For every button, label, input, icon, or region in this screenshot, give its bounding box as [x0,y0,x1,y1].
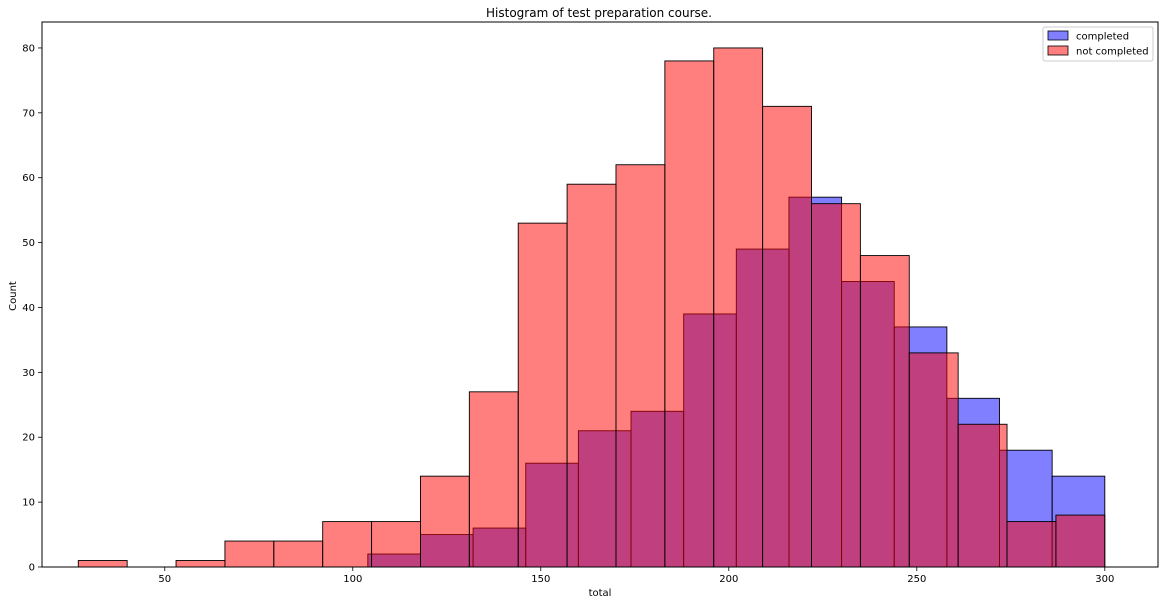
bar-not-completed-15 [811,203,861,568]
bar-not-completed-8 [468,391,519,568]
y-tick-label-80: 80 [22,43,35,54]
y-axis: 0 10 20 30 40 50 60 70 80 [22,43,42,574]
y-axis-label: Count [8,281,19,311]
bars-layer [77,47,1106,568]
bar-not-completed-3 [224,540,275,568]
x-tick-label-200: 200 [719,574,738,585]
legend: completed not completed [1042,26,1154,62]
bar-not-completed-6 [371,521,421,568]
x-tick-label-250: 250 [907,574,926,585]
bar-not-completed-20 [1055,514,1106,568]
legend-swatch-not-completed [1047,45,1069,56]
x-tick-label-300: 300 [1095,574,1114,585]
legend-label-not-completed: not completed [1076,47,1149,58]
series-not-completed [77,47,1106,568]
x-tick-label-150: 150 [531,574,550,585]
bar-not-completed-4 [273,540,324,568]
bar-not-completed-5 [322,521,373,568]
x-axis: 50 100 150 200 250 300 [158,567,1114,585]
bar-not-completed-13 [713,47,764,568]
y-tick-label-0: 0 [29,563,35,574]
y-tick-label-10: 10 [22,498,35,509]
legend-swatch-completed [1047,30,1069,41]
bar-not-completed-14 [762,105,812,568]
legend-label-completed: completed [1076,32,1129,43]
bar-not-completed-18 [957,423,1008,568]
bar-not-completed-19 [1006,521,1057,568]
legend-box [1042,26,1154,62]
bar-not-completed-2 [175,560,226,568]
bar-not-completed-17 [908,352,959,568]
bar-not-completed-12 [664,60,715,568]
bar-not-completed-7 [420,475,470,568]
y-tick-label-70: 70 [22,108,35,119]
y-tick-label-60: 60 [22,173,35,184]
y-tick-label-20: 20 [22,433,35,444]
bar-not-completed-16 [859,255,910,568]
x-axis-label: total [589,588,612,599]
bar-not-completed-0 [77,560,128,568]
bar-not-completed-11 [615,164,666,568]
y-tick-label-40: 40 [22,303,35,314]
chart-title: Histogram of test preparation course. [486,6,712,20]
bar-not-completed-10 [566,183,617,568]
x-tick-label-100: 100 [343,574,362,585]
plot-frame [41,21,1159,568]
y-tick-label-30: 30 [22,368,35,379]
x-tick-label-50: 50 [158,574,171,585]
y-tick-label-50: 50 [22,238,35,249]
bar-not-completed-9 [517,222,568,568]
